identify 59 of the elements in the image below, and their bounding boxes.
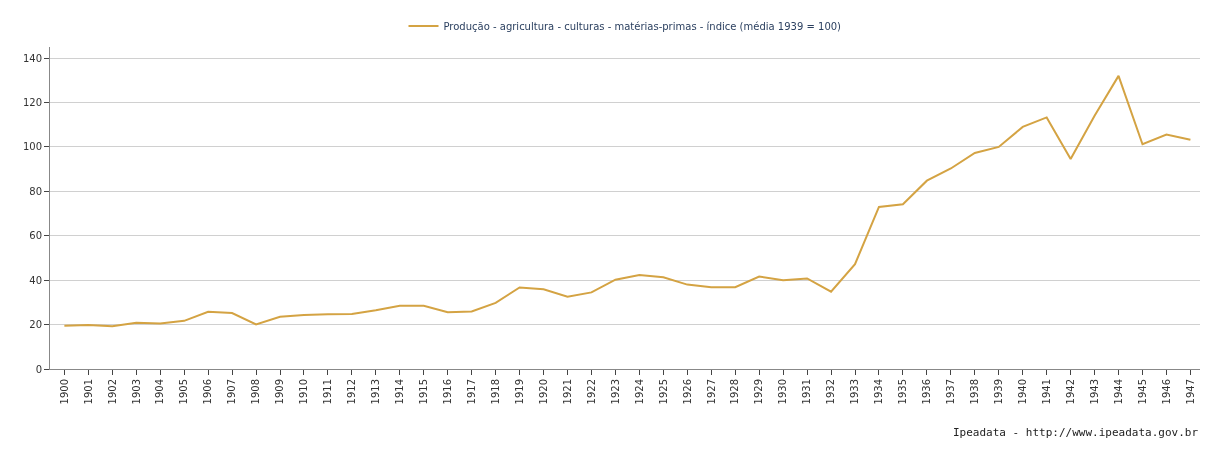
x-tick-label: 1915 [418, 379, 429, 405]
y-tick-label: 20 [29, 319, 42, 331]
x-tick-label: 1925 [657, 379, 669, 405]
x-tick-label: 1921 [561, 379, 573, 405]
x-tick-label: 1911 [322, 379, 334, 405]
x-tick-label: 1933 [849, 379, 861, 405]
x-tick-label: 1903 [130, 379, 142, 405]
x-tick-label: 1917 [465, 379, 477, 405]
y-tick-label: 140 [22, 52, 42, 64]
x-tick-label: 1945 [1136, 379, 1148, 405]
x-tick-label: 1901 [82, 379, 94, 405]
x-tick-label: 1932 [825, 379, 837, 405]
x-tick-label: 1931 [801, 379, 813, 405]
x-tick-label: 1943 [1088, 379, 1100, 405]
x-tick-label: 1938 [969, 379, 981, 405]
y-tick-label: 120 [22, 97, 42, 109]
line-series [63, 74, 1192, 328]
x-tick-label: 1902 [106, 379, 118, 405]
x-tick-label: 1928 [729, 379, 741, 405]
x-tick-label: 1947 [1184, 379, 1196, 405]
x-tick-label: 1929 [753, 379, 765, 405]
x-tick-label: 1939 [993, 379, 1004, 405]
x-tick-label: 1914 [394, 379, 406, 405]
x-tick-label: 1944 [1112, 379, 1124, 405]
text: Ipeadata - http://www.ipeadata.gov.br [953, 426, 1199, 439]
x-tick-label: 1926 [681, 379, 693, 405]
x-tick-label: 1904 [154, 379, 166, 405]
x-tick-label: 1916 [441, 379, 453, 405]
x-tick-label: 1906 [202, 379, 214, 405]
x-tick-label: 1920 [537, 379, 549, 405]
x-tick-label: 1919 [513, 379, 525, 405]
y-tick-label: 0 [35, 363, 42, 375]
x-tick-label: 1907 [226, 379, 238, 405]
x-tick-label: 1942 [1064, 379, 1076, 405]
x-tick-label: 1946 [1160, 379, 1172, 405]
x-tick-label: 1918 [489, 379, 501, 405]
x-tick-label: 1923 [609, 379, 621, 405]
y-tick-label: 40 [29, 274, 42, 286]
x-tick-label: 1913 [370, 379, 382, 405]
x-tick-label: 1936 [921, 379, 933, 405]
y-tick-label: 80 [29, 185, 42, 197]
x-tick-label: 1910 [298, 379, 310, 405]
y-tick-label: 60 [29, 230, 42, 242]
y-tick-label: 100 [22, 141, 42, 153]
x-tick-label: 1908 [250, 379, 262, 405]
legend-label: Produção - agricultura - culturas - matérias-primas - índice (média 1939 = 100) [443, 20, 842, 32]
x-tick-label: 1924 [633, 379, 645, 405]
x-tick-label: 1935 [897, 379, 909, 405]
x-tick-label: 1937 [945, 379, 957, 405]
x-tick-label: 1927 [705, 379, 717, 405]
x-tick-label: 1941 [1040, 379, 1052, 405]
x-tick-label: 1930 [777, 379, 789, 405]
x-tick-label: 1934 [873, 379, 885, 405]
x-tick-label: 1905 [178, 379, 190, 405]
x-tick-label: 1940 [1016, 379, 1028, 405]
x-tick-label: 1922 [585, 379, 597, 405]
x-tick-label: 1909 [274, 379, 286, 405]
x-tick-label: 1900 [58, 379, 70, 405]
x-tick-label: 1912 [346, 379, 358, 405]
